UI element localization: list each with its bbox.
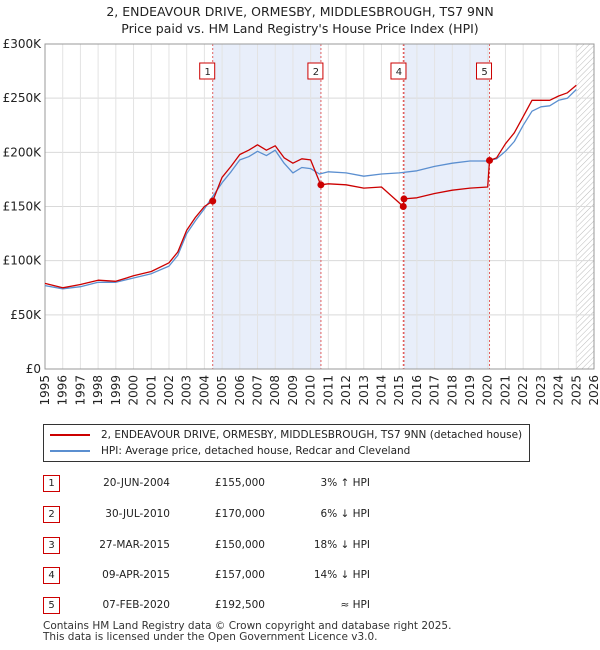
sale-number-badge: 3 xyxy=(43,537,60,554)
sale-number-badge: 2 xyxy=(43,506,60,523)
sale-point xyxy=(399,203,407,210)
table-row: 5 07-FEB-2020 £192,500 ≈ HPI xyxy=(0,597,600,615)
table-row: 1 20-JUN-2004 £155,000 3% ↑ HPI xyxy=(0,475,600,493)
x-tick-label: 2015 xyxy=(392,375,406,406)
x-tick-label: 2009 xyxy=(286,375,300,406)
x-tick-label: 2019 xyxy=(463,375,477,406)
marker-number-box xyxy=(390,62,407,80)
table-row: 4 09-APR-2015 £157,000 14% ↓ HPI xyxy=(0,567,600,585)
x-tick-label: 2008 xyxy=(268,375,282,406)
sale-date: 30-JUL-2010 xyxy=(105,508,170,520)
x-tick-label: 2003 xyxy=(180,375,194,406)
price-series-line xyxy=(44,84,577,289)
table-row: 3 27-MAR-2015 £150,000 18% ↓ HPI xyxy=(0,537,600,555)
footer-copyright: Contains HM Land Registry data © Crown c… xyxy=(43,620,452,632)
sale-hpi-diff: 6% ↓ HPI xyxy=(320,508,370,520)
sale-date: 07-FEB-2020 xyxy=(102,599,170,611)
sale-point xyxy=(209,197,217,205)
footer-licence: This data is licensed under the Open Gov… xyxy=(43,631,378,643)
x-tick-label: 1996 xyxy=(56,375,70,406)
x-tick-label: 2020 xyxy=(481,375,495,406)
y-tick-label: £0 xyxy=(26,362,41,376)
x-tick-label: 2021 xyxy=(498,375,512,406)
y-tick-label: £200K xyxy=(3,145,43,159)
legend: 2, ENDEAVOUR DRIVE, ORMESBY, MIDDLESBROU… xyxy=(43,424,530,462)
sale-number-badge: 5 xyxy=(43,597,60,614)
y-tick-label: £100K xyxy=(3,254,43,268)
table-row: 2 30-JUL-2010 £170,000 6% ↓ HPI xyxy=(0,506,600,524)
x-tick-label: 2012 xyxy=(339,375,353,406)
x-tick-label: 2013 xyxy=(357,375,371,406)
sale-point xyxy=(400,195,408,203)
sale-date: 09-APR-2015 xyxy=(102,569,170,581)
hpi-series-line xyxy=(44,89,577,290)
y-tick-label: £150K xyxy=(3,200,43,214)
x-tick-label: 2017 xyxy=(428,375,442,406)
chart-title-line2: Price paid vs. HM Land Registry's House … xyxy=(121,21,479,36)
x-tick-label: 2002 xyxy=(162,375,176,406)
x-tick-label: 2004 xyxy=(197,375,211,406)
legend-label-price: 2, ENDEAVOUR DRIVE, ORMESBY, MIDDLESBROU… xyxy=(101,429,523,441)
legend-label-hpi: HPI: Average price, detached house, Redc… xyxy=(101,445,411,457)
sale-price: £155,000 xyxy=(214,477,265,489)
sale-date: 27-MAR-2015 xyxy=(99,539,170,551)
y-tick-label: £300K xyxy=(3,37,43,51)
x-tick-label: 2024 xyxy=(552,375,566,406)
sale-hpi-diff: 18% ↓ HPI xyxy=(313,539,370,551)
sale-price: £157,000 xyxy=(214,569,265,581)
sale-point xyxy=(317,181,325,189)
y-tick-label: £250K xyxy=(3,91,43,105)
sale-price: £192,500 xyxy=(214,599,265,611)
plot-frame xyxy=(44,43,595,370)
x-tick-label: 1998 xyxy=(91,375,105,406)
x-tick-label: 1995 xyxy=(38,375,52,406)
x-tick-label: 2007 xyxy=(251,375,265,406)
x-tick-label: 2023 xyxy=(534,375,548,406)
sale-hpi-diff: ≈ HPI xyxy=(340,599,370,611)
legend-swatch-price xyxy=(50,434,90,436)
sale-date: 20-JUN-2004 xyxy=(103,477,170,489)
marker-number-label: 1 xyxy=(205,67,211,78)
x-tick-label: 2016 xyxy=(410,375,424,406)
x-tick-label: 2025 xyxy=(569,375,583,406)
x-tick-label: 2005 xyxy=(215,375,229,406)
legend-swatch-hpi xyxy=(50,450,90,452)
sale-price: £150,000 xyxy=(214,539,265,551)
chart-title-line1: 2, ENDEAVOUR DRIVE, ORMESBY, MIDDLESBROU… xyxy=(106,4,494,19)
sale-number-badge: 1 xyxy=(43,475,60,492)
x-tick-label: 2026 xyxy=(587,375,600,406)
sale-hpi-diff: 14% ↓ HPI xyxy=(313,569,370,581)
x-tick-label: 2022 xyxy=(516,375,530,406)
x-tick-label: 1997 xyxy=(73,375,87,406)
x-tick-label: 1999 xyxy=(109,375,123,406)
x-tick-label: 2011 xyxy=(321,375,335,406)
marker-number-box xyxy=(199,62,216,80)
x-tick-label: 2000 xyxy=(127,375,141,406)
x-tick-label: 2014 xyxy=(374,375,388,406)
sale-hpi-diff: 3% ↑ HPI xyxy=(320,477,370,489)
sale-point xyxy=(486,156,494,164)
marker-number-label: 5 xyxy=(481,67,487,78)
y-tick-label: £50K xyxy=(10,308,42,322)
sale-price: £170,000 xyxy=(214,508,265,520)
x-tick-label: 2001 xyxy=(144,375,158,406)
marker-number-label: 4 xyxy=(396,67,402,78)
x-tick-label: 2018 xyxy=(445,375,459,406)
x-tick-label: 2006 xyxy=(233,375,247,406)
x-tick-label: 2010 xyxy=(304,375,318,406)
marker-number-box xyxy=(307,62,324,80)
marker-number-label: 2 xyxy=(313,67,319,78)
marker-number-box xyxy=(476,62,493,80)
sale-number-badge: 4 xyxy=(43,567,60,584)
